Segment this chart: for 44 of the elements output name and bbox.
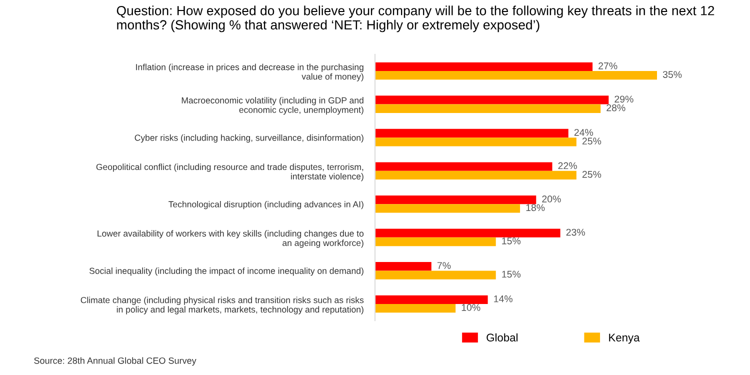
bar [375, 204, 520, 213]
data-label: 27% [598, 62, 618, 70]
bar [375, 228, 560, 238]
bar [375, 237, 496, 246]
data-label: 29% [614, 96, 634, 103]
y-tick-label: Technological disruption (including advances in AI) [168, 200, 364, 210]
y-tick-label: Cyber risks (including hacking, surveillance, disinformation) [134, 134, 364, 143]
y-tick-label: Geopolitical conflict (including resource and trade disputes, terrorism, interstate violence) [96, 164, 364, 182]
bar [375, 62, 593, 72]
data-label: 7% [437, 262, 451, 269]
data-label: 24% [574, 128, 594, 136]
legend-label: Global [486, 333, 518, 342]
bar [375, 162, 552, 171]
bar [375, 295, 488, 304]
data-label: 15% [502, 238, 521, 244]
bar [375, 270, 496, 280]
data-label: 25% [582, 170, 602, 178]
data-label: 10% [462, 304, 480, 311]
bar [375, 262, 432, 271]
y-tick-label: Inflation (increase in prices and decrease in the purchasing value of money) [136, 64, 364, 82]
y-tick-label: Lower availability of workers with key skills (including changes due to an ageing workforce) [98, 230, 364, 248]
data-label: 14% [494, 295, 512, 302]
y-tick-label: Climate change (including physical risks and transition risks such as risks in policy and legal markets, markets, technology and reputation) [80, 296, 364, 314]
bar [375, 104, 601, 113]
y-tick-label: Social inequality (including the impact of income inequality on demand) [89, 268, 364, 276]
bar [375, 96, 609, 104]
data-label: 18% [526, 204, 545, 212]
data-label: 25% [582, 138, 602, 145]
data-label: 15% [502, 270, 521, 278]
chart-title: Question: How exposed do you believe your company will be to the following key threats in the next 12 months? (Showing % that answered ‘NET: Highly or extremely exposed’) [116, 6, 714, 32]
bar [375, 170, 576, 180]
data-label: 22% [558, 162, 577, 170]
legend-label: Kenya [609, 334, 640, 344]
bar [375, 128, 568, 138]
source-note: Source: 28th Annual Global CEO Survey [34, 357, 196, 366]
bar [375, 71, 657, 80]
data-label: 20% [542, 196, 561, 202]
y-tick-label: Macroeconomic volatility (including in GDP and economic cycle, unemployment) [182, 97, 364, 115]
bar [375, 304, 456, 313]
data-label: 28% [606, 104, 626, 112]
data-label: 23% [566, 228, 585, 236]
data-label: 35% [662, 71, 682, 78]
bar [375, 138, 576, 146]
bar [375, 195, 536, 204]
